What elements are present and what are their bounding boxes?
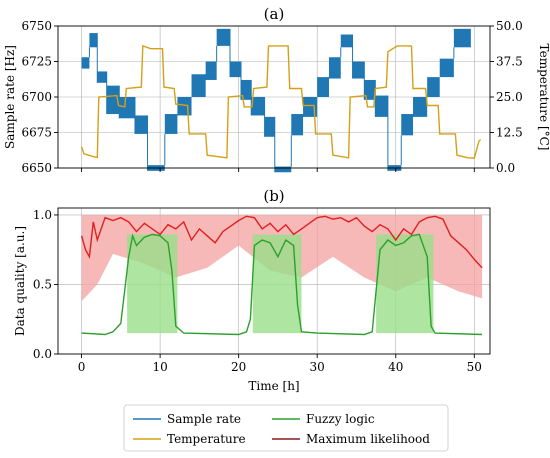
legend: Sample rate Temperature Fuzzy logic Maxi… (123, 404, 449, 452)
sample-rate-segment-14 (251, 97, 265, 116)
sample-rate-segment-7 (164, 114, 178, 134)
sample-rate-segment-20 (328, 57, 341, 79)
panel-a-y2tick-label-3: 37.5 (496, 55, 523, 69)
panel-a-y2tick-label-1: 12.5 (496, 126, 523, 140)
panel-a: 665066756700672567500.012.525.037.550.0 … (3, 5, 550, 175)
sample-rate-segment-19 (317, 77, 329, 97)
panel-b-series (80, 215, 483, 336)
sample-rate-segment-11 (216, 28, 231, 46)
panel-b-xtick-label-3: 30 (310, 360, 325, 374)
sample-rate-segment-8 (177, 97, 192, 116)
panel-a-ytick-label-1: 6675 (21, 126, 52, 140)
sample-rate-segment-24 (375, 95, 388, 117)
panel-a-ytick-label-0: 6650 (21, 161, 52, 175)
panel-b-xtick-label-0: 0 (78, 360, 86, 374)
sample-rate-segment-26 (401, 114, 414, 136)
panel-a-label: (a) (264, 5, 285, 23)
panel-a-ytick-label-2: 6700 (21, 90, 52, 104)
sample-rate-segment-30 (453, 28, 471, 48)
panel-a-y2tick-label-0: 0.0 (496, 161, 515, 175)
temperature-line (80, 44, 482, 159)
panel-a-series (80, 28, 482, 173)
panel-a-ylabel: Sample rate [Hz] (3, 45, 17, 149)
sample-rate-segment-4 (119, 97, 135, 119)
panel-a-ticks: 6650 6675 6700 6725 6750 0.0 12.5 25.0 37.5 50.0 (21, 19, 522, 175)
sample-rate-segment-10 (205, 61, 217, 80)
legend-maximum-likelihood-label: Maximum likelihood (306, 432, 430, 446)
panel-b: 0 10 20 30 40 50 0.0 0.5 1.0 (b) Data quality [a… (13, 187, 491, 393)
panel-b-ylabel: Data quality [a.u.] (13, 226, 27, 336)
sample-rate-segment-1 (89, 33, 98, 48)
sample-rate-segment-13 (241, 79, 252, 100)
fuzzy-line (81, 233, 483, 336)
sample-rate-segment-28 (427, 77, 440, 97)
panel-a-y2tick-label-2: 25.0 (496, 90, 523, 104)
sample-rate-segment-16 (274, 166, 292, 173)
sample-rate-segment-18 (303, 97, 318, 117)
panel-b-ticks: 0 10 20 30 40 50 0.0 0.5 1.0 (33, 208, 482, 374)
ml-line (80, 215, 483, 269)
legend-fuzzy-logic-label: Fuzzy logic (306, 412, 375, 426)
panel-b-xtick-label-2: 20 (231, 360, 246, 374)
sample-rate-segment-15 (264, 116, 275, 137)
fuzzy-band-0 (127, 234, 178, 334)
sample-rate-segment-27 (413, 97, 428, 117)
panel-b-frame (57, 207, 491, 355)
panel-a-y2label: Temperature [°C] (537, 44, 550, 151)
sample-rate-segment-21 (340, 34, 353, 48)
panel-b-xtick-label-4: 40 (388, 360, 403, 374)
fuzzy-band-2 (376, 234, 434, 334)
panel-a-y2tick-label-4: 50.0 (496, 19, 523, 33)
sample-rate-segment-12 (230, 61, 242, 78)
sample-rate-segment-3 (106, 85, 120, 115)
legend-temperature-label: Temperature (167, 432, 246, 446)
sample-rate-segment-17 (291, 114, 304, 136)
panel-a-ytick-label-3: 6725 (21, 55, 52, 69)
panel-b-xtick-label-5: 50 (467, 360, 482, 374)
legend-sample-rate-label: Sample rate (167, 412, 241, 426)
sample-rate-segment-22 (352, 61, 365, 79)
panel-b-ytick-label-0: 0.0 (33, 347, 52, 361)
sample-rate-segment-0 (81, 57, 90, 69)
sample-rate-segment-5 (134, 115, 148, 134)
panel-b-ytick-label-1: 0.5 (33, 277, 52, 291)
sample-rate-segment-29 (439, 58, 454, 78)
panel-b-xlabel: Time [h] (248, 379, 299, 393)
panel-b-ytick-label-2: 1.0 (33, 208, 52, 222)
sample-rate-segment-9 (191, 74, 206, 97)
panel-b-label: (b) (263, 187, 284, 205)
legend-box (123, 404, 449, 452)
sample-rate-segment-2 (97, 71, 107, 83)
sample-rate-segment-23 (364, 79, 376, 100)
panel-a-ytick-label-4: 6750 (21, 19, 52, 33)
panel-b-xtick-label-1: 10 (152, 360, 167, 374)
